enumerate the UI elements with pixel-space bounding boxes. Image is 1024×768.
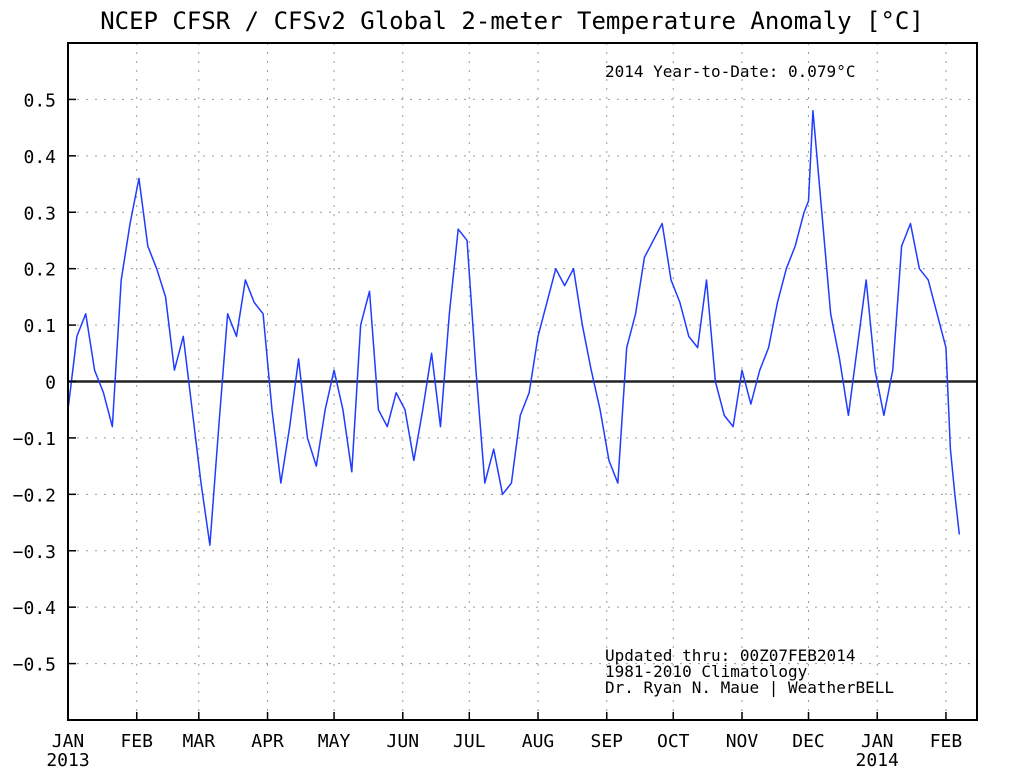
- y-tick-label: −0.1: [13, 429, 56, 450]
- y-tick-label: 0: [45, 373, 56, 394]
- y-tick-label: 0.5: [23, 90, 56, 111]
- updated-annotation: Updated thru: 00Z07FEB2014: [605, 646, 855, 665]
- x-tick-label: JUL: [453, 731, 486, 752]
- y-tick-label: 0.1: [23, 316, 56, 337]
- x-tick-label: APR: [251, 731, 284, 752]
- credit-annotation: Dr. Ryan N. Maue | WeatherBELL: [605, 678, 894, 697]
- y-tick-label: −0.3: [13, 542, 56, 563]
- axes-layer: −0.5−0.4−0.3−0.2−0.100.10.20.30.40.5JAN2…: [13, 90, 963, 768]
- x-tick-label: FEB: [930, 731, 963, 752]
- y-tick-label: 0.2: [23, 260, 56, 281]
- y-tick-label: −0.5: [13, 655, 56, 676]
- series-line: [67, 109, 961, 546]
- x-tick-label: AUG: [522, 731, 555, 752]
- series-layer: [67, 109, 961, 546]
- x-tick-label: FEB: [120, 731, 153, 752]
- x-tick-label: SEP: [590, 731, 623, 752]
- x-tick-label: JUN: [387, 731, 420, 752]
- x-tick-label: JAN: [52, 731, 85, 752]
- chart-title: NCEP CFSR / CFSv2 Global 2-meter Tempera…: [100, 7, 924, 35]
- x-tick-label: JAN: [861, 731, 894, 752]
- y-tick-label: 0.3: [23, 203, 56, 224]
- y-tick-label: 0.4: [23, 147, 56, 168]
- grid-layer: [68, 43, 977, 720]
- x-tick-label: MAY: [318, 731, 351, 752]
- x-tick-label: DEC: [792, 731, 825, 752]
- x-tick-label: NOV: [726, 731, 759, 752]
- x-tick-label: MAR: [183, 731, 216, 752]
- ytd-annotation: 2014 Year-to-Date: 0.079°C: [605, 62, 855, 81]
- y-tick-label: −0.2: [13, 485, 56, 506]
- climatology-annotation: 1981-2010 Climatology: [605, 662, 808, 681]
- plot-frame: [67, 42, 978, 721]
- x-tick-label: OCT: [657, 731, 690, 752]
- x-year-label: 2013: [46, 750, 89, 768]
- x-year-label: 2014: [856, 750, 899, 768]
- y-tick-label: −0.4: [13, 598, 56, 619]
